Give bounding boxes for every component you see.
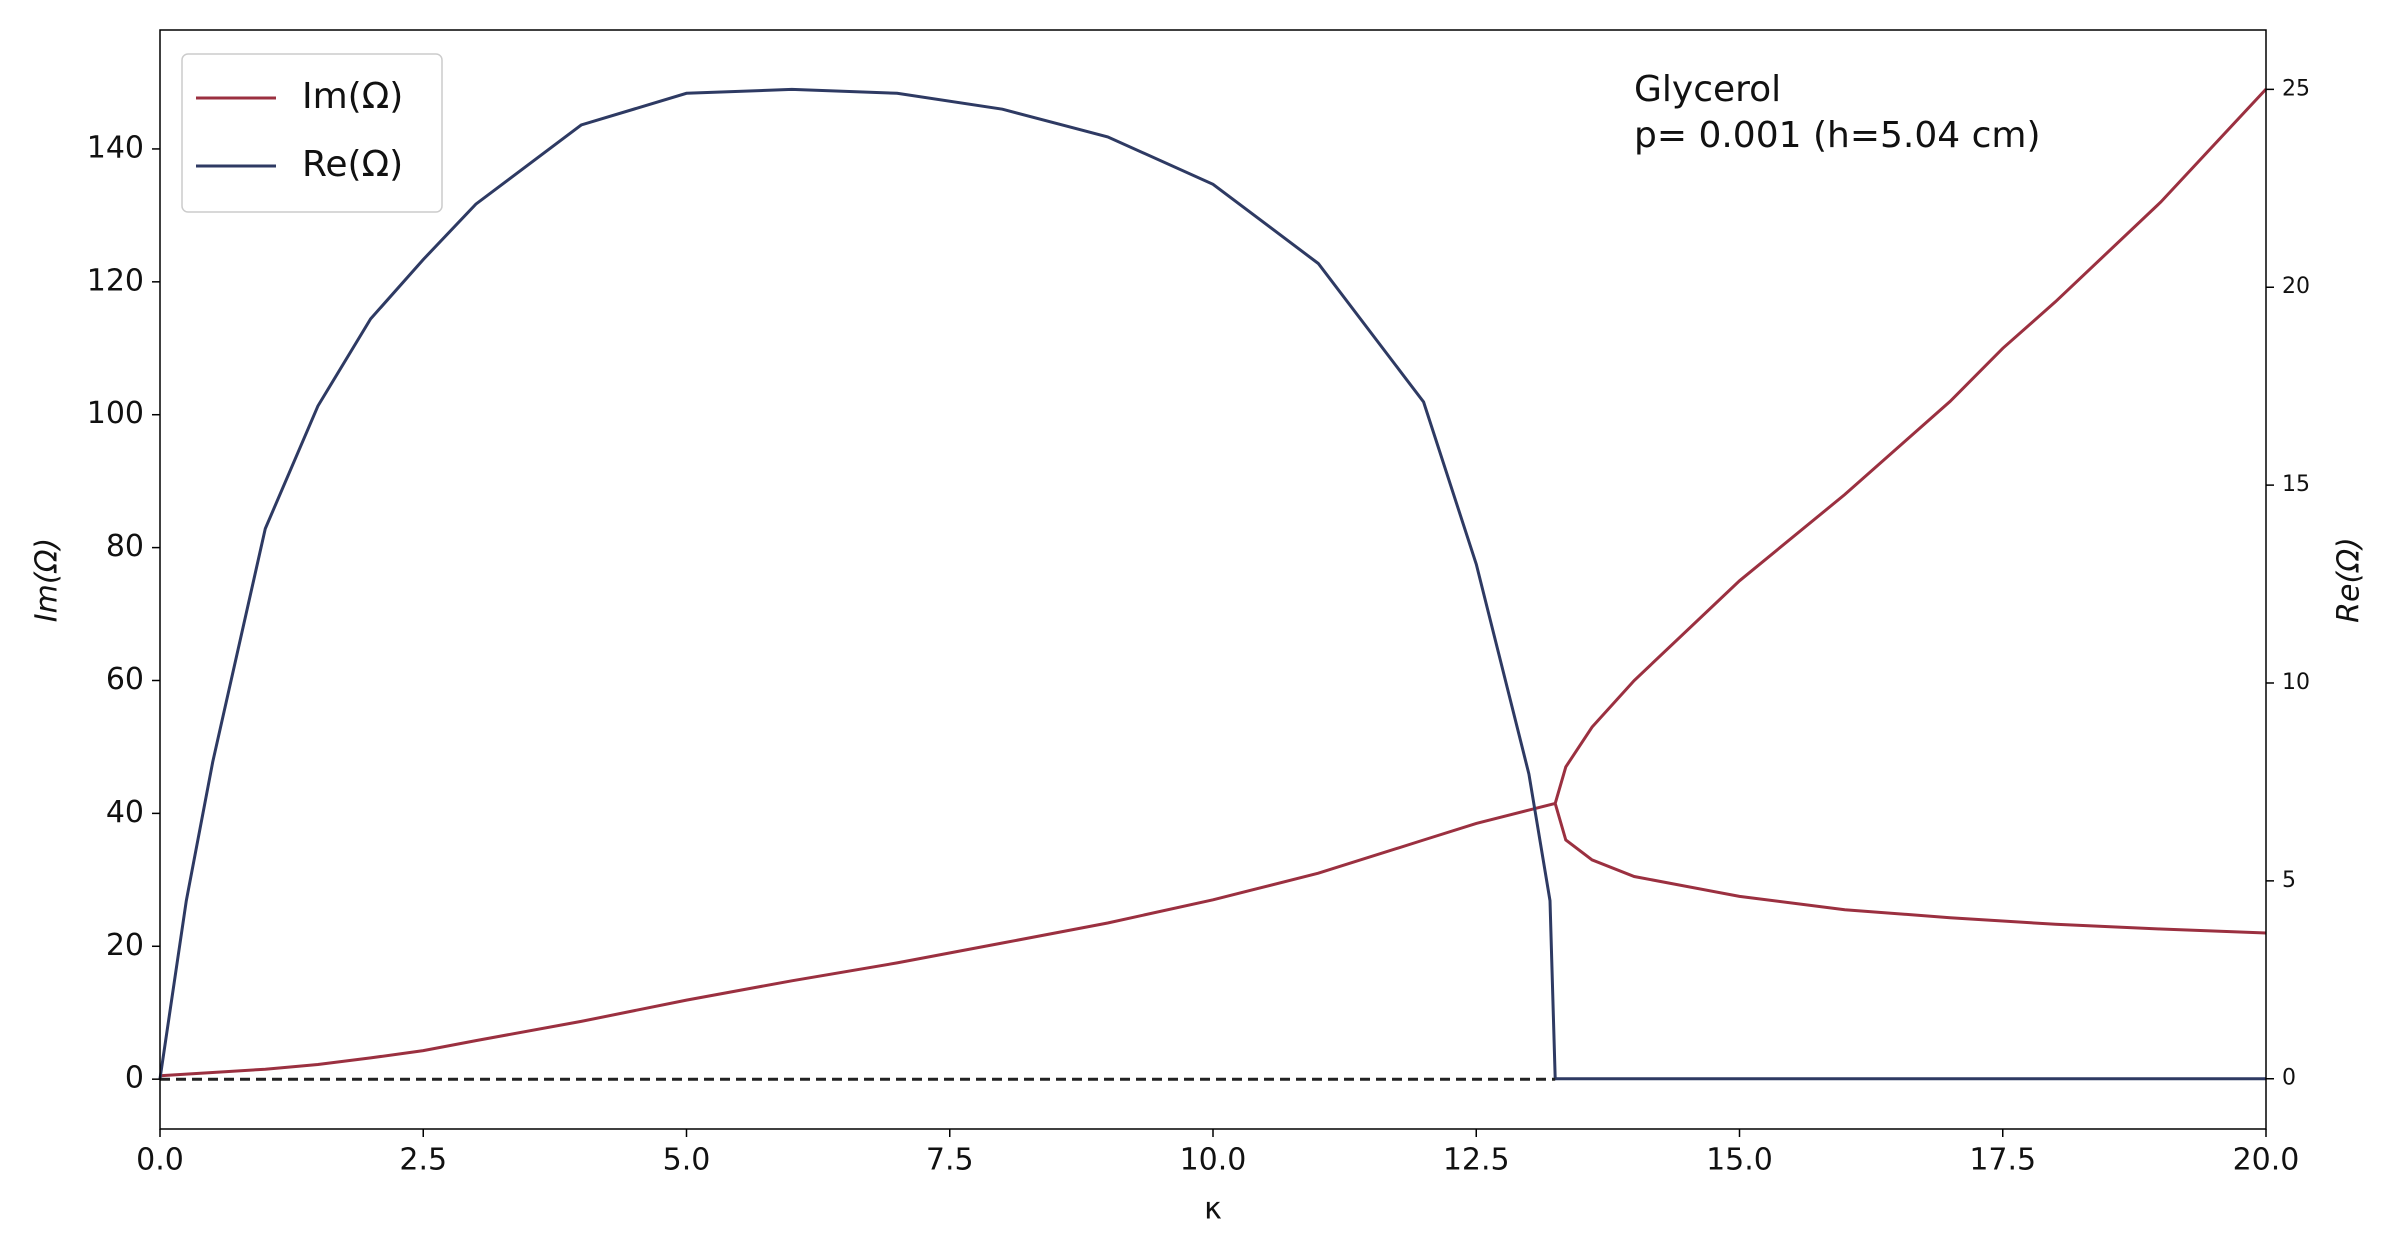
y2-tick-label: 10 bbox=[2282, 670, 2310, 695]
x-tick-label: 15.0 bbox=[1706, 1143, 1773, 1178]
x-tick-label: 10.0 bbox=[1180, 1143, 1247, 1178]
y2-tick-label: 20 bbox=[2282, 274, 2310, 299]
plot-frame bbox=[159, 29, 2267, 1130]
x-tick-label: 12.5 bbox=[1443, 1143, 1510, 1178]
x-axis-label: κ bbox=[1204, 1192, 1222, 1227]
series-line bbox=[158, 87, 2266, 1081]
y2-tick-label: 25 bbox=[2282, 76, 2310, 101]
y-tick-label: 120 bbox=[87, 263, 144, 298]
y-tick-label: 80 bbox=[106, 529, 144, 564]
y2-tick-label: 5 bbox=[2282, 868, 2296, 893]
x-tick-label: 20.0 bbox=[2233, 1143, 2300, 1178]
series-line bbox=[159, 88, 2268, 1078]
legend-box bbox=[181, 53, 443, 213]
y-tick-label: 20 bbox=[106, 928, 144, 963]
y-tick-label: 140 bbox=[87, 130, 144, 165]
x-tick-label: 0.0 bbox=[136, 1143, 184, 1178]
y2-tick-label: 15 bbox=[2282, 472, 2310, 497]
y-tick-label: 0 bbox=[125, 1061, 144, 1096]
annotation: p= 0.001 (h=5.04 cm) bbox=[1634, 115, 2041, 156]
x-tick-label: 17.5 bbox=[1969, 1143, 2036, 1178]
y-tick-label: 60 bbox=[106, 662, 144, 697]
legend-label: Re(Ω) bbox=[302, 144, 403, 185]
x-tick-label: 5.0 bbox=[663, 1143, 711, 1178]
y-tick-label: 100 bbox=[87, 396, 144, 431]
x-tick-label: 7.5 bbox=[926, 1143, 974, 1178]
y2-axis-label: Re(Ω) bbox=[2332, 537, 2367, 623]
y2-tick-label: 0 bbox=[2282, 1066, 2296, 1091]
x-tick-label: 2.5 bbox=[399, 1143, 447, 1178]
legend-label: Im(Ω) bbox=[302, 76, 403, 117]
annotation: Glycerol bbox=[1634, 69, 1781, 110]
y-axis-label: Im(Ω) bbox=[30, 538, 65, 622]
y-tick-label: 40 bbox=[106, 795, 144, 830]
